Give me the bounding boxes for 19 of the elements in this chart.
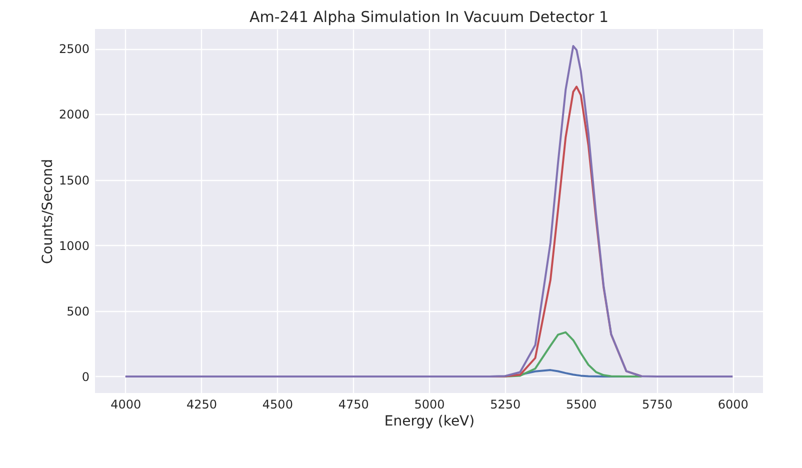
y-tick-label: 1000	[58, 238, 90, 253]
line-series	[124, 45, 734, 378]
x-tick-label: 5500	[566, 398, 597, 412]
x-tick-label: 4500	[262, 398, 293, 412]
y-tick-label: 500	[66, 304, 90, 318]
chart-title: Am-241 Alpha Simulation In Vacuum Detector 1	[249, 8, 609, 26]
x-tick-label: 5250	[490, 398, 521, 412]
y-tick-label: 2000	[58, 108, 90, 122]
x-tick-label: 5750	[642, 398, 672, 412]
x-tick-label: 4000	[110, 398, 142, 412]
y-tick-label: 2500	[58, 42, 90, 56]
x-axis-title: Energy (keV)	[384, 414, 475, 430]
x-tick-label: 6000	[718, 398, 748, 412]
x-tick-label: 4750	[338, 398, 369, 412]
y-axis-title: Counts/Second	[40, 158, 56, 264]
y-tick-label: 0	[82, 370, 90, 384]
y-tick-label: 1500	[58, 173, 90, 188]
x-tick-label: 4250	[186, 398, 218, 412]
x-tick-label: 5000	[414, 398, 445, 412]
